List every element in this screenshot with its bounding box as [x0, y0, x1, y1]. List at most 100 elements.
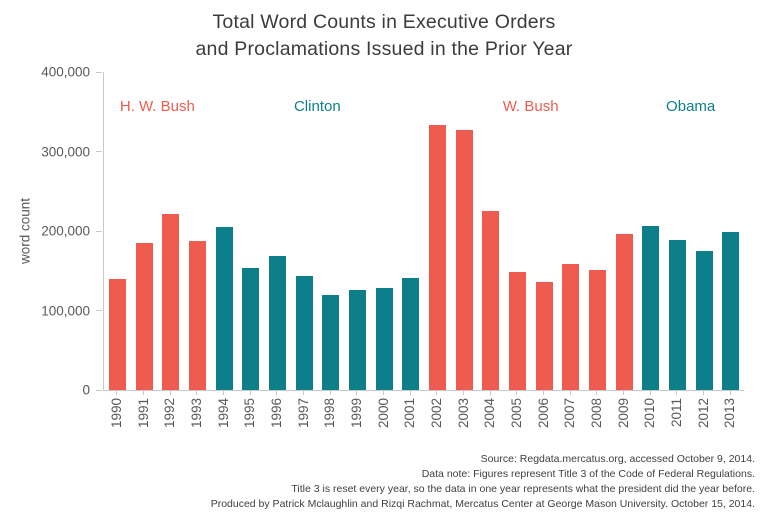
x-tick-label: 2010	[642, 398, 658, 429]
x-tick: 1998	[316, 391, 343, 447]
y-tick-mark	[96, 71, 102, 73]
x-tick: 2006	[530, 391, 557, 447]
bar-slot	[504, 72, 531, 390]
bar-slot	[371, 72, 398, 390]
bar-1993	[188, 241, 206, 390]
bar-slot	[637, 72, 664, 390]
bar-2003	[455, 130, 473, 390]
bar-slot	[291, 72, 318, 390]
x-tick-mark	[383, 391, 385, 395]
bar-2009	[615, 234, 633, 390]
source-note-line: Title 3 is reset every year, so the data…	[291, 482, 755, 495]
x-tick-mark	[249, 391, 251, 395]
bar-slot	[691, 72, 718, 390]
x-tick-label: 1997	[295, 398, 311, 429]
source-note-line: Produced by Patrick Mclaughlin and Rizqi…	[210, 497, 755, 510]
era-label-clinton: Clinton	[293, 98, 341, 115]
bar-1999	[348, 289, 366, 390]
x-tick: 1996	[263, 391, 290, 447]
bar-1992	[162, 214, 180, 390]
y-tick-mark	[96, 151, 102, 152]
x-tick: 2013	[716, 391, 743, 447]
bar-slot	[584, 72, 611, 390]
x-tick-mark	[543, 391, 545, 395]
bar-slot	[664, 72, 691, 390]
x-tick: 1994	[210, 391, 237, 447]
bar-series	[104, 72, 744, 390]
x-tick: 2007	[556, 391, 583, 447]
x-tick-mark	[196, 391, 198, 395]
x-tick-mark	[436, 391, 438, 395]
chart-title-line-2: and Proclamations Issued in the Prior Ye…	[195, 38, 573, 61]
x-tick-mark	[489, 391, 491, 395]
bar-slot	[237, 72, 264, 390]
x-tick-label: 2001	[402, 398, 418, 429]
bar-slot	[211, 72, 238, 390]
bar-1991	[135, 242, 153, 390]
x-tick: 2009	[610, 391, 637, 447]
x-tick-mark	[276, 391, 278, 395]
bar-slot	[184, 72, 211, 390]
x-tick-label: 1998	[322, 398, 338, 429]
source-note-line: Data note: Figures represent Title 3 of …	[421, 467, 755, 480]
x-tick: 2012	[690, 391, 717, 447]
bar-slot	[424, 72, 451, 390]
bar-1995	[242, 267, 260, 390]
x-tick-label: 2011	[668, 398, 684, 428]
bar-2002	[428, 125, 446, 390]
x-tick-mark	[303, 391, 305, 395]
x-tick-mark	[623, 391, 625, 395]
source-note-line: Source: Regdata.mercatus.org, accessed O…	[480, 453, 755, 465]
y-tick-mark	[96, 230, 102, 232]
bar-2008	[588, 269, 606, 390]
y-tick-label: 300,000	[41, 144, 90, 159]
chart-title: Total Word Counts in Executive Orders an…	[0, 9, 768, 64]
x-tick: 2003	[450, 391, 477, 447]
bar-slot	[557, 72, 584, 390]
bar-slot	[157, 72, 184, 390]
bar-2004	[482, 211, 500, 390]
bar-slot	[611, 72, 638, 390]
x-tick-label: 2002	[428, 398, 444, 429]
chart-title-line-1: Total Word Counts in Executive Orders	[212, 11, 556, 33]
x-tick: 2002	[423, 391, 450, 447]
bar-2000	[375, 288, 393, 390]
x-tick-mark	[223, 391, 225, 395]
bar-slot	[531, 72, 558, 390]
x-tick-mark	[676, 391, 678, 395]
x-tick-label: 2004	[482, 398, 498, 429]
x-tick: 2011	[663, 391, 690, 447]
era-label-obama: Obama	[666, 98, 716, 115]
bar-1990	[108, 278, 126, 390]
x-tick-label: 2009	[615, 398, 631, 429]
x-tick: 1991	[130, 391, 157, 447]
x-tick-label: 2012	[695, 398, 711, 429]
x-tick-mark	[143, 391, 144, 395]
bar-slot	[397, 72, 424, 390]
x-tick-mark	[569, 391, 571, 395]
x-tick-label: 2000	[375, 398, 391, 429]
x-tick-label: 2013	[722, 398, 738, 429]
bar-1997	[295, 276, 313, 390]
x-tick-label: 2007	[562, 398, 578, 429]
bar-slot	[344, 72, 371, 390]
x-tick: 2001	[396, 391, 423, 447]
x-tick-mark	[703, 391, 705, 395]
x-tick-mark	[329, 391, 331, 395]
source-notes: Source: Regdata.mercatus.org, accessed O…	[211, 452, 755, 512]
y-tick-label: 100,000	[41, 303, 90, 318]
x-tick-mark	[463, 391, 465, 395]
x-tick-label: 1990	[108, 398, 124, 429]
x-tick: 1990	[103, 391, 130, 447]
bar-slot	[451, 72, 478, 390]
bar-2012	[695, 250, 713, 390]
y-tick-label: 0	[82, 382, 90, 398]
x-tick-label: 2005	[508, 398, 524, 429]
x-tick: 2010	[636, 391, 663, 447]
x-tick-label: 1992	[162, 398, 178, 429]
x-tick: 1997	[290, 391, 317, 447]
y-tick-label: 400,000	[41, 64, 90, 80]
x-tick-mark	[649, 391, 651, 395]
x-tick-mark	[596, 391, 598, 395]
